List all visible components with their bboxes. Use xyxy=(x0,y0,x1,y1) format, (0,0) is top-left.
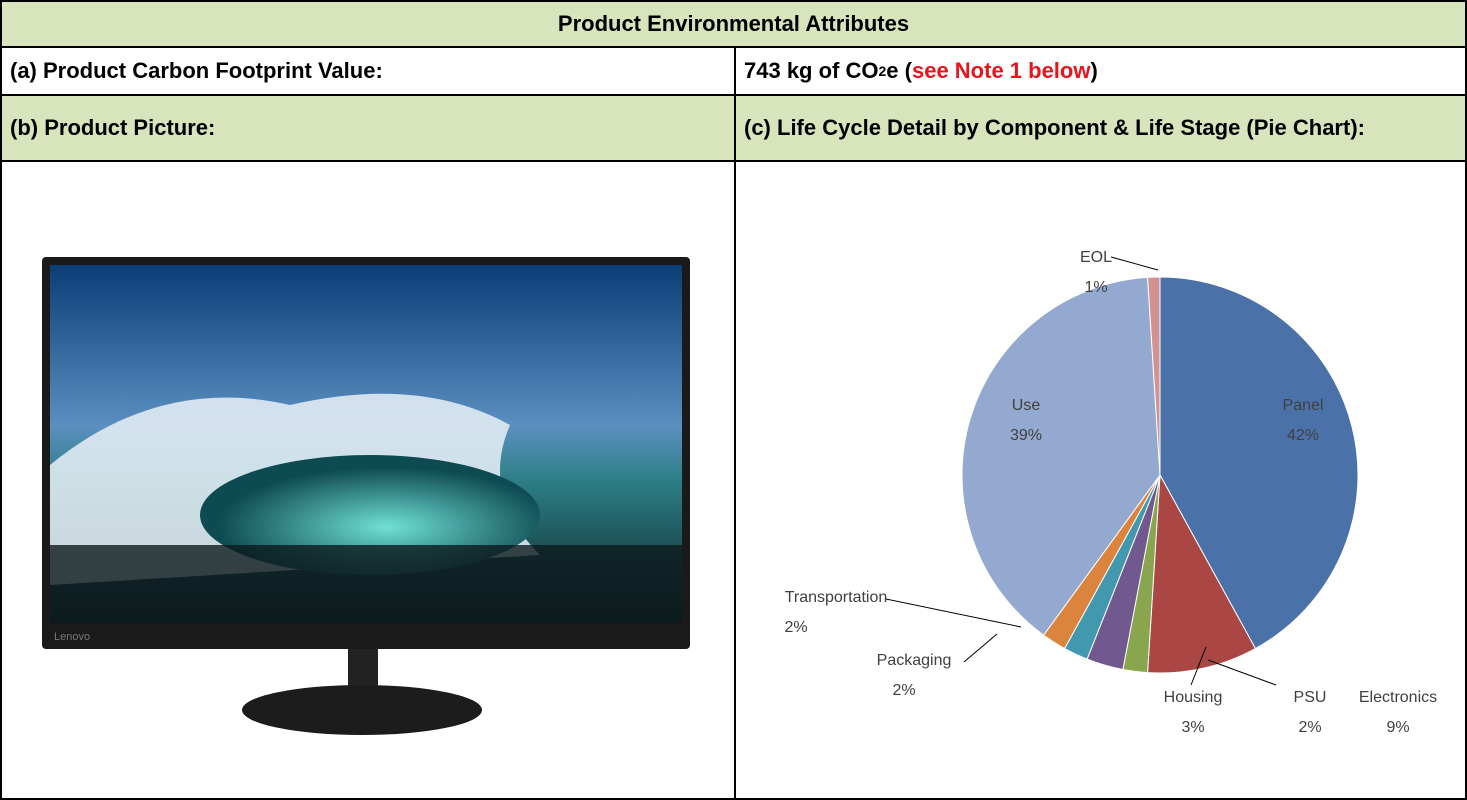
slice-value-label: 3% xyxy=(1181,719,1204,736)
leader-line xyxy=(1111,257,1158,270)
slice-value-label: 2% xyxy=(1298,719,1321,736)
row-c-label: (c) Life Cycle Detail by Component & Lif… xyxy=(734,94,1467,162)
slice-label: Use xyxy=(1012,397,1041,414)
monitor-picture: Lenovo xyxy=(40,255,700,745)
slice-label: Housing xyxy=(1164,689,1223,706)
slice-label: Electronics xyxy=(1359,689,1437,706)
row-b-label: (b) Product Picture: xyxy=(0,94,736,162)
slice-value-label: 2% xyxy=(892,682,915,699)
leader-line xyxy=(964,634,997,662)
slice-value-label: 2% xyxy=(784,619,807,636)
stand-base xyxy=(242,685,482,735)
row-a-label: (a) Product Carbon Footprint Value: xyxy=(0,46,736,96)
value-text: 743 kg of CO xyxy=(744,58,878,84)
slice-value-label: 39% xyxy=(1010,427,1042,444)
value-subscript: 2 xyxy=(878,63,886,79)
leader-line xyxy=(886,599,1021,627)
slice-label: EOL xyxy=(1080,249,1112,266)
slice-label: Transportation xyxy=(785,589,888,606)
water xyxy=(50,545,682,623)
value-text: ) xyxy=(1090,58,1097,84)
slice-value-label: 42% xyxy=(1287,427,1319,444)
slice-value-label: 9% xyxy=(1386,719,1409,736)
slice-value-label: 1% xyxy=(1084,279,1107,296)
pie-chart: Panel 42% Electronics 9% PSU 2% Housing 3% Packa… xyxy=(736,162,1465,780)
page: Product Environmental Attributes (a) Pro… xyxy=(0,0,1467,782)
slice-label: Packaging xyxy=(877,652,952,669)
leader-line xyxy=(1208,660,1276,685)
table-title: Product Environmental Attributes xyxy=(0,0,1467,48)
slice-label: Panel xyxy=(1283,397,1324,414)
slice-label: PSU xyxy=(1294,689,1327,706)
brand: Lenovo xyxy=(54,631,90,643)
note-link: see Note 1 below xyxy=(912,58,1091,84)
value-text: e ( xyxy=(886,58,912,84)
